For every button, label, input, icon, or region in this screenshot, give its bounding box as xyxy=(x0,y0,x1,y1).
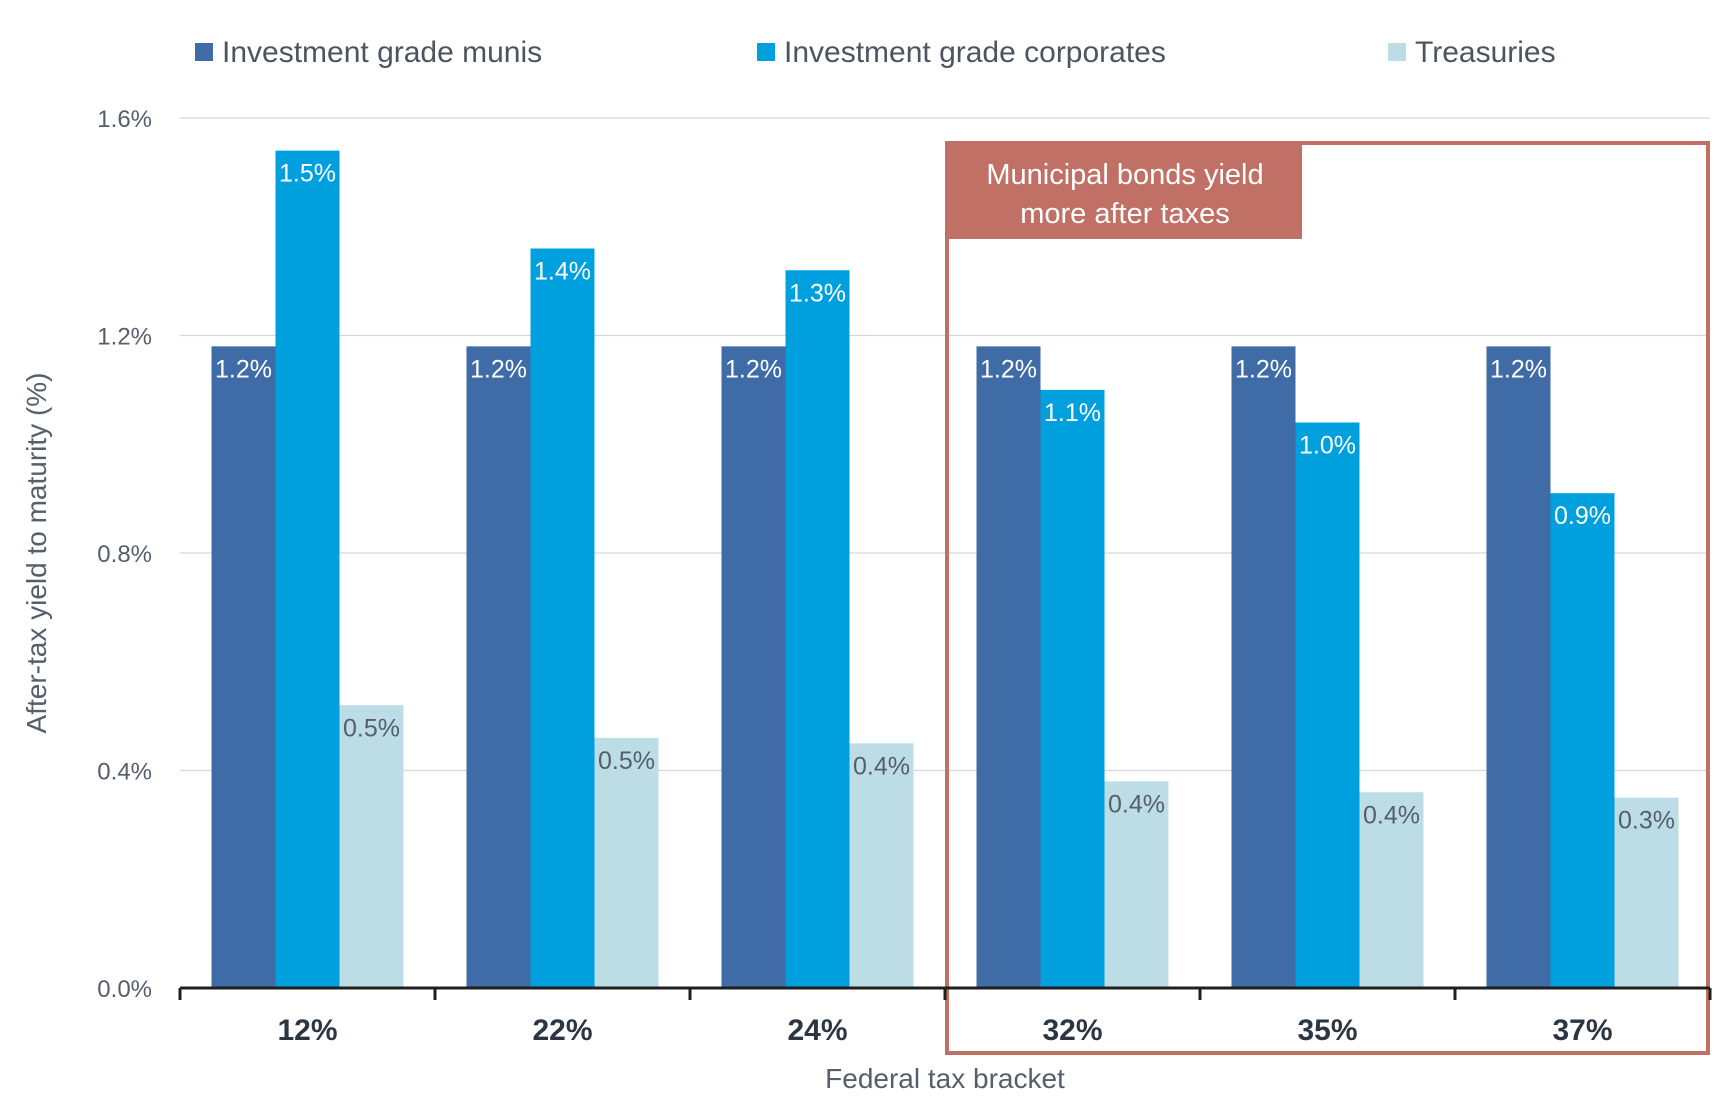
annotation-text: Municipal bonds yield xyxy=(986,159,1263,191)
bar xyxy=(1231,346,1296,988)
bar xyxy=(1486,346,1551,988)
bar xyxy=(211,346,276,988)
y-tick-label: 0.4% xyxy=(97,759,152,786)
legend-label: Investment grade munis xyxy=(222,36,542,69)
bar xyxy=(1614,797,1679,988)
x-axis-title: Federal tax bracket xyxy=(825,1063,1065,1094)
bar xyxy=(1550,493,1615,988)
bar-data-label: 0.4% xyxy=(1363,801,1420,829)
bar xyxy=(721,346,786,988)
legend-swatch xyxy=(757,43,775,61)
bar-data-label: 0.4% xyxy=(1108,790,1165,818)
bar xyxy=(275,150,340,988)
legend-swatch xyxy=(1388,43,1406,61)
bar-data-label: 1.2% xyxy=(980,355,1037,383)
x-tick-label: 32% xyxy=(1042,1014,1102,1047)
bar-data-label: 1.1% xyxy=(1044,399,1101,427)
bar-data-label: 0.5% xyxy=(598,747,655,775)
bar xyxy=(466,346,531,988)
bar xyxy=(1104,781,1169,988)
bar xyxy=(849,743,914,988)
bar-data-label: 1.2% xyxy=(470,355,527,383)
bar xyxy=(976,346,1041,988)
highlight-box-group xyxy=(945,141,1710,1055)
bar-data-label: 1.0% xyxy=(1299,432,1356,460)
bar xyxy=(1295,422,1360,988)
y-tick-label: 0.0% xyxy=(97,976,152,1003)
y-axis-title: After-tax yield to maturity (%) xyxy=(21,373,52,734)
x-tick-label: 12% xyxy=(277,1014,337,1047)
x-tick-label: 37% xyxy=(1552,1014,1612,1047)
annotation-box xyxy=(947,143,1302,239)
y-tick-label: 1.6% xyxy=(97,106,152,133)
bar xyxy=(530,248,595,988)
legend-swatch xyxy=(195,43,213,61)
bar xyxy=(1040,389,1105,988)
legend-label: Treasuries xyxy=(1415,36,1556,69)
bar xyxy=(594,737,659,988)
y-tick-label: 1.2% xyxy=(97,324,152,351)
bar-data-label: 0.5% xyxy=(343,714,400,742)
bar xyxy=(339,705,404,988)
highlight-box xyxy=(945,141,1710,1055)
bar-data-label: 1.2% xyxy=(215,355,272,383)
annotation-text: more after taxes xyxy=(1020,198,1230,230)
x-tick-label: 24% xyxy=(787,1014,847,1047)
axes: 0.0% 0.4% 0.8% 1.2% 1.6% 12% 22% 24% 32% 35% 37% Fe… xyxy=(21,106,1712,1094)
y-tick-label: 0.8% xyxy=(97,541,152,568)
x-tick-label: 35% xyxy=(1297,1014,1357,1047)
legend-label: Investment grade corporates xyxy=(784,36,1166,69)
bar-data-label: 1.2% xyxy=(1235,355,1292,383)
bar-data-label: 0.4% xyxy=(853,752,910,780)
annotation: Municipal bonds yield more after taxes xyxy=(947,143,1302,239)
bar-data-label: 0.3% xyxy=(1618,807,1675,835)
x-tick-label: 22% xyxy=(532,1014,592,1047)
legend: Investment grade munis Investment grade c… xyxy=(195,36,1556,69)
bar xyxy=(785,270,850,988)
bar-data-label: 0.9% xyxy=(1554,502,1611,530)
bar-data-label: 1.2% xyxy=(1490,355,1547,383)
bar-data-label: 1.3% xyxy=(789,279,846,307)
bars: 1.2% 1.5% 0.5% 1.2% 1.4% 0.5% 1.2% 1.3% 0.4% 1.2%… xyxy=(211,150,1679,988)
bar-data-label: 1.5% xyxy=(279,160,336,188)
bar-data-label: 1.4% xyxy=(534,258,591,286)
bar-data-label: 1.2% xyxy=(725,355,782,383)
bar xyxy=(1359,792,1424,988)
